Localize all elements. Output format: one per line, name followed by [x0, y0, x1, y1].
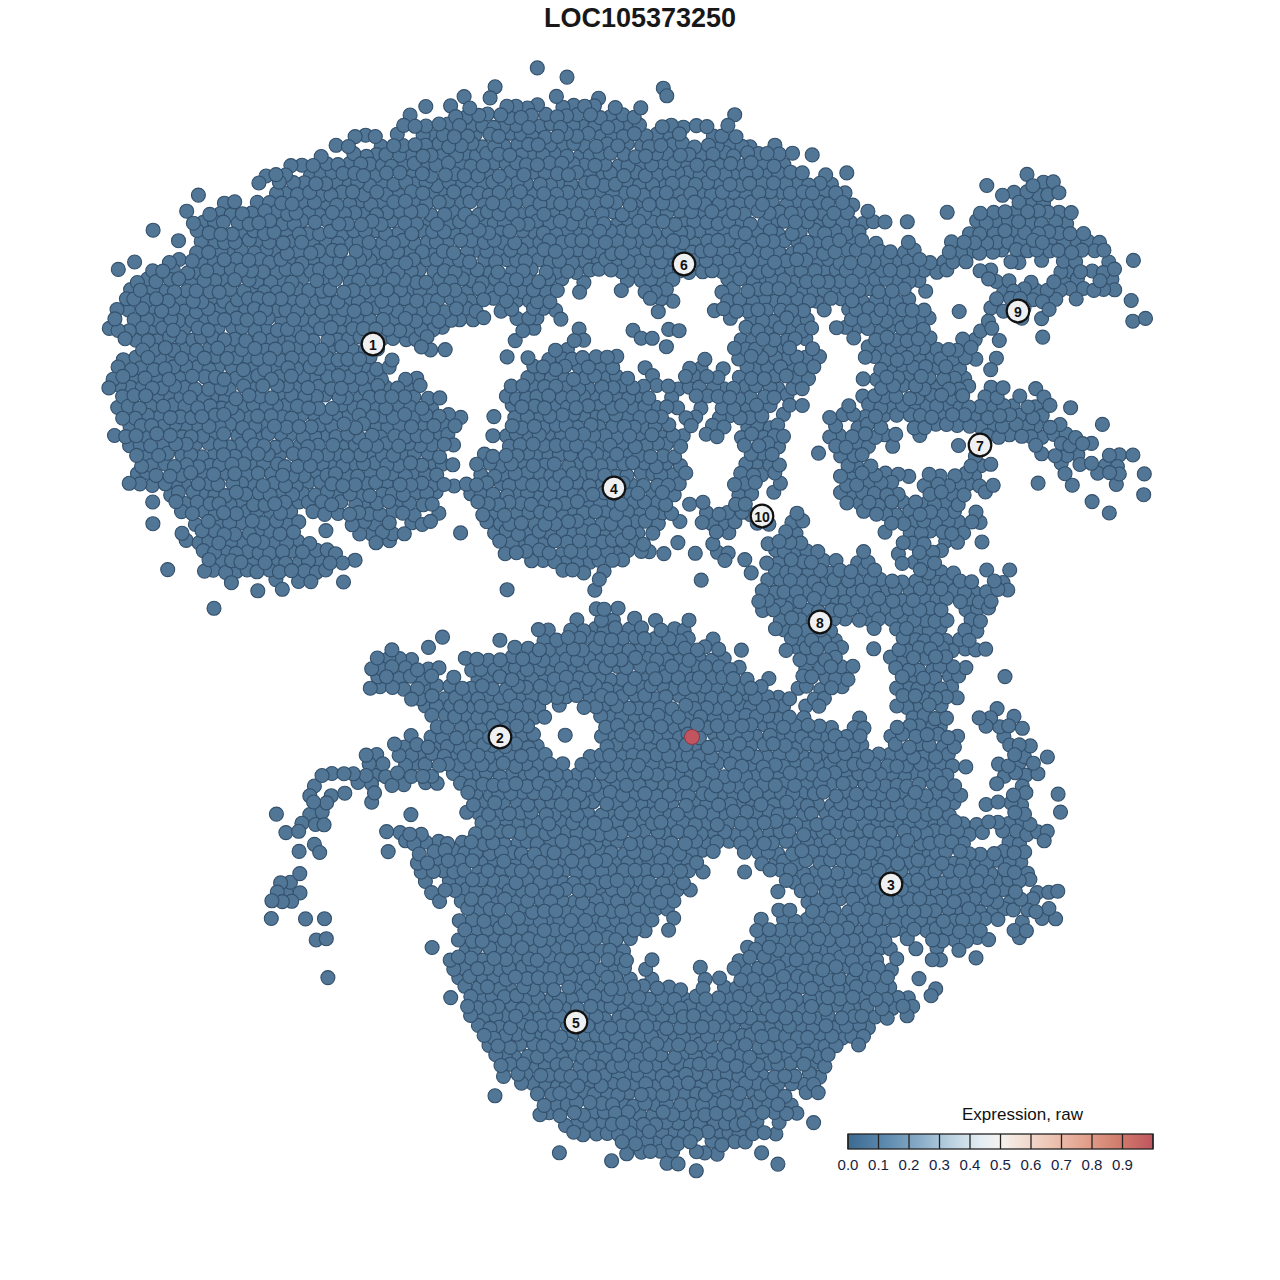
svg-text:7: 7 — [976, 438, 984, 454]
svg-text:0.1: 0.1 — [868, 1156, 889, 1173]
svg-text:0.2: 0.2 — [899, 1156, 920, 1173]
svg-text:0.0: 0.0 — [838, 1156, 859, 1173]
svg-text:10: 10 — [754, 509, 770, 525]
svg-text:0.8: 0.8 — [1082, 1156, 1103, 1173]
svg-text:4: 4 — [610, 481, 618, 497]
svg-text:1: 1 — [369, 337, 377, 353]
svg-text:5: 5 — [572, 1015, 580, 1031]
svg-text:0.4: 0.4 — [960, 1156, 981, 1173]
svg-text:Expression, raw: Expression, raw — [962, 1105, 1084, 1124]
svg-text:9: 9 — [1014, 304, 1022, 320]
svg-text:0.3: 0.3 — [929, 1156, 950, 1173]
svg-text:0.6: 0.6 — [1021, 1156, 1042, 1173]
svg-text:0.7: 0.7 — [1051, 1156, 1072, 1173]
svg-text:6: 6 — [680, 257, 688, 273]
svg-text:2: 2 — [496, 730, 504, 746]
svg-text:8: 8 — [816, 615, 824, 631]
svg-text:3: 3 — [887, 877, 895, 893]
svg-text:0.5: 0.5 — [990, 1156, 1011, 1173]
svg-text:0.9: 0.9 — [1112, 1156, 1133, 1173]
